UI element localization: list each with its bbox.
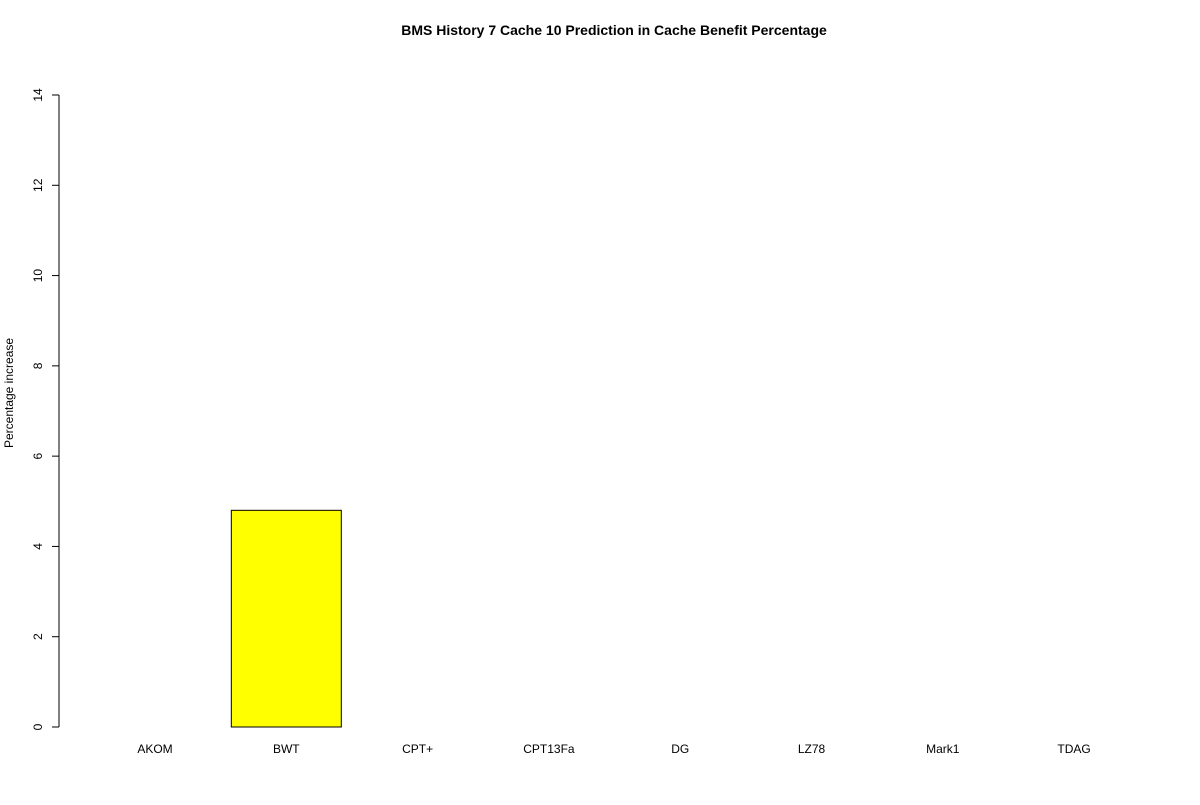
x-category-label: CPT+ bbox=[402, 742, 433, 756]
y-tick-label: 4 bbox=[31, 543, 45, 550]
chart-title: BMS History 7 Cache 10 Prediction in Cac… bbox=[401, 22, 827, 38]
y-tick-label: 0 bbox=[31, 723, 45, 730]
x-category-label: LZ78 bbox=[798, 742, 826, 756]
x-category-label: Mark1 bbox=[926, 742, 960, 756]
y-axis: 0 2 4 6 8 10 12 14 bbox=[31, 88, 60, 730]
y-axis-label: Percentage increase bbox=[2, 338, 16, 448]
x-category-label: AKOM bbox=[137, 742, 172, 756]
x-category-label: CPT13Fa bbox=[523, 742, 575, 756]
y-ticks: 0 2 4 6 8 10 12 14 bbox=[31, 88, 59, 730]
y-tick-label: 14 bbox=[31, 88, 45, 102]
x-category-label: BWT bbox=[273, 742, 300, 756]
y-tick-label: 12 bbox=[31, 178, 45, 192]
y-tick-label: 6 bbox=[31, 452, 45, 459]
y-tick-label: 8 bbox=[31, 362, 45, 369]
bars bbox=[230, 509, 342, 728]
y-tick-label: 2 bbox=[31, 633, 45, 640]
y-tick-label: 10 bbox=[31, 269, 45, 283]
x-category-label: DG bbox=[671, 742, 689, 756]
bar-bwt bbox=[230, 509, 342, 728]
x-category-label: TDAG bbox=[1057, 742, 1090, 756]
category-labels: AKOM BWT CPT+ CPT13Fa DG LZ78 Mark1 TDAG bbox=[137, 742, 1090, 756]
